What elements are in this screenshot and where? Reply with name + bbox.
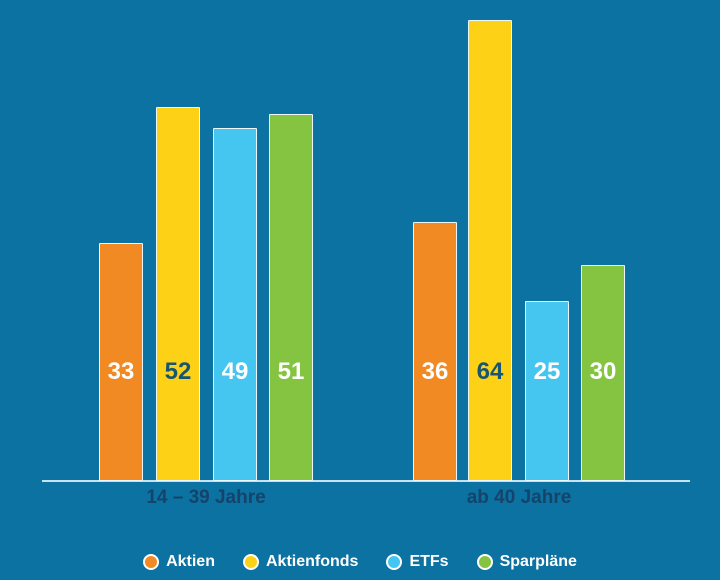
bar-etfs-group1: 49 (213, 128, 257, 481)
legend-swatch-icon (242, 554, 259, 570)
bar-value-label: 64 (476, 358, 504, 385)
legend-label: Sparpläne (499, 553, 577, 570)
x-axis-label-group1: 14 – 39 Jahre (146, 487, 266, 508)
bar-value-label: 51 (277, 358, 305, 385)
legend-item-sparpläne: Sparpläne (476, 553, 577, 571)
bar-value-label: 25 (533, 358, 561, 385)
legend-label: ETFs (409, 553, 449, 570)
bar-aktienfonds-group1: 52 (156, 107, 200, 481)
bar-value-label: 33 (107, 358, 135, 385)
bar-value-label: 36 (421, 358, 449, 385)
bar-value-label: 30 (589, 358, 617, 385)
bar-sparpläne-group2: 30 (581, 265, 625, 481)
bar-value-label: 52 (164, 358, 192, 385)
legend-item-aktienfonds: Aktienfonds (242, 553, 359, 571)
bar-value-label: 49 (221, 358, 249, 385)
bar-aktien-group2: 36 (413, 222, 457, 481)
legend-item-aktien: Aktien (143, 553, 215, 571)
x-axis-line (42, 480, 690, 482)
legend-item-etfs: ETFs (386, 553, 449, 571)
legend-swatch-icon (386, 554, 403, 570)
x-axis-label-group2: ab 40 Jahre (466, 487, 572, 508)
legend-swatch-icon (143, 554, 160, 570)
bar-aktienfonds-group2: 64 (468, 20, 512, 481)
legend-label: Aktienfonds (265, 553, 359, 570)
bar-aktien-group1: 33 (99, 243, 143, 481)
legend-label: Aktien (166, 553, 215, 570)
legend: Aktien Aktienfonds ETFs Sparpläne (0, 553, 720, 571)
bar-etfs-group2: 25 (525, 301, 569, 481)
bar-sparpläne-group1: 51 (269, 114, 313, 481)
legend-swatch-icon (476, 554, 493, 570)
